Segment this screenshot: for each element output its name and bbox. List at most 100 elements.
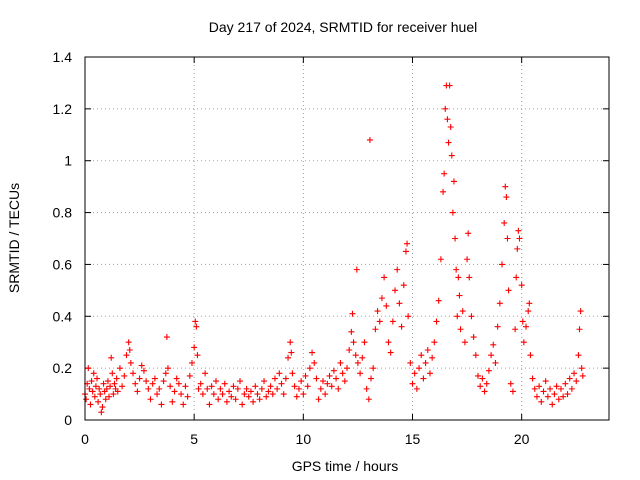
y-tick-label: 0 (64, 412, 72, 428)
data-point (341, 378, 348, 385)
data-point (230, 383, 237, 390)
data-point (387, 349, 394, 356)
data-point (441, 170, 448, 177)
y-tick-label: 1.2 (53, 101, 73, 117)
data-point (326, 372, 333, 379)
data-point (140, 367, 147, 374)
data-point (483, 380, 490, 387)
data-point (237, 378, 244, 385)
data-point (435, 297, 442, 304)
data-point (540, 388, 547, 395)
data-point (125, 339, 132, 346)
data-point (525, 308, 532, 315)
tick-labels: 0 5 10 15 20 0 0.2 0.4 0.6 0.8 1 1.2 1.4 (53, 49, 530, 447)
data-point (167, 383, 174, 390)
data-point (472, 352, 479, 359)
data-point (119, 383, 126, 390)
data-point (513, 274, 520, 281)
data-point (555, 396, 562, 403)
data-point (245, 393, 252, 400)
data-point (383, 302, 390, 309)
data-point (247, 388, 254, 395)
data-point (319, 378, 326, 385)
data-point (315, 396, 322, 403)
x-tick-label: 20 (514, 431, 530, 447)
data-point (504, 235, 511, 242)
data-point (374, 308, 381, 315)
data-point (363, 385, 370, 392)
data-point (350, 339, 357, 346)
data-point (475, 372, 481, 379)
y-axis-label: SRMTID / TECUs (6, 183, 22, 293)
data-point (91, 393, 98, 400)
data-point (191, 344, 198, 351)
data-point (568, 385, 575, 392)
data-point (213, 378, 219, 385)
data-point (354, 359, 361, 366)
data-point (162, 370, 169, 377)
data-point (99, 404, 106, 411)
data-point (459, 308, 466, 315)
data-point (288, 349, 295, 356)
data-point (311, 359, 318, 366)
data-point (527, 352, 534, 359)
data-point (234, 385, 241, 392)
data-point (309, 349, 316, 356)
data-point (477, 383, 484, 390)
data-point (206, 401, 213, 408)
data-point (385, 339, 392, 346)
data-point (445, 139, 452, 146)
data-point (398, 323, 405, 330)
data-point (457, 326, 464, 333)
data-point (557, 385, 564, 392)
data-point (106, 393, 113, 400)
data-point (576, 326, 583, 333)
data-point (404, 240, 411, 247)
data-point (83, 396, 90, 403)
data-point (450, 178, 457, 185)
data-point (86, 385, 93, 392)
data-point (577, 308, 584, 315)
plot-area-frame (84, 56, 610, 421)
data-point (529, 375, 536, 382)
data-point (515, 227, 522, 234)
data-point (505, 287, 512, 294)
data-point (98, 409, 105, 416)
data-point (442, 105, 449, 112)
data-point (104, 378, 111, 385)
data-point (516, 235, 523, 242)
data-point (208, 383, 215, 390)
x-tick-label: 0 (81, 431, 89, 447)
data-point (263, 393, 270, 400)
data-point (381, 274, 388, 281)
data-point (409, 380, 416, 387)
data-point (365, 396, 372, 403)
data-point (485, 367, 492, 374)
data-point (405, 313, 412, 320)
data-point (269, 391, 276, 398)
data-point (114, 388, 121, 395)
data-point (282, 375, 289, 382)
data-point (154, 391, 161, 398)
data-point (501, 219, 508, 226)
data-point (402, 248, 409, 255)
data-point (466, 274, 473, 281)
data-point (210, 391, 217, 398)
data-point (452, 235, 459, 242)
data-point (437, 256, 444, 263)
data-point (223, 398, 230, 405)
data-point (526, 300, 533, 307)
data-point (173, 375, 180, 382)
data-point (359, 354, 366, 361)
data-point (420, 375, 427, 382)
data-point (289, 370, 296, 377)
data-point (496, 300, 503, 307)
data-point (446, 82, 453, 89)
data-point (448, 152, 455, 159)
data-point (313, 375, 320, 382)
data-point (180, 401, 187, 408)
data-point (85, 365, 92, 372)
data-point (503, 194, 510, 201)
data-point (145, 385, 152, 392)
data-point (328, 383, 335, 390)
